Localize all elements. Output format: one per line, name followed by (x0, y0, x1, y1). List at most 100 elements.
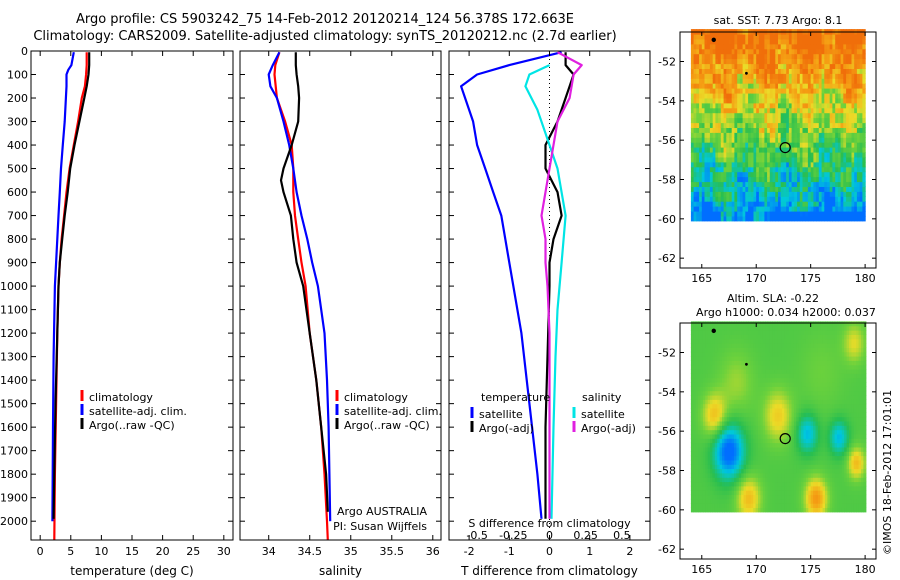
series-line-temperature-2 (52, 52, 91, 519)
y-tick-label: 1200 (0, 327, 28, 340)
x-axis-label: T difference from climatology (460, 564, 638, 578)
y-tick-label: -54 (658, 386, 676, 399)
series-line-salinity-2 (279, 52, 329, 512)
y-tick-label: 1000 (0, 280, 28, 293)
y-tick-label: -54 (658, 95, 676, 108)
y-tick-label: 500 (7, 163, 28, 176)
panel-sla_map: 165 170 175 180 -52 -54 -56 -58 -60 -62 Altim. SLA… (658, 292, 877, 576)
series-line-salinity-1 (267, 51, 332, 522)
x2-tick-label: 0 (546, 529, 553, 542)
panel-difference: -2 -1 0 1 2 T difference from climatology temp… (448, 50, 651, 578)
legend-label: climatology (89, 391, 153, 404)
legend-label: satellite-adj. clim. (89, 405, 187, 418)
y-tick-label: 200 (7, 92, 28, 105)
island-marker (745, 71, 748, 75)
plot-frame (30, 50, 234, 541)
x-tick-label: 170 (746, 563, 767, 576)
island-marker (711, 37, 716, 43)
x-tick-label: 10 (94, 545, 108, 558)
legend-label: climatology (344, 391, 408, 404)
y-tick-label: -56 (658, 134, 676, 147)
heatmap-cells (690, 29, 866, 222)
y-tick-label: -58 (658, 174, 676, 187)
legend-label: satellite (581, 408, 625, 421)
legend-title-temperature: temperature (481, 391, 550, 404)
legend-label: Argo(..raw -QC) (344, 419, 430, 432)
x-tick-label: 34 (262, 545, 276, 558)
x-tick-label: 180 (855, 272, 876, 285)
figure-title-line2: Climatology: CARS2009. Satellite-adjuste… (33, 29, 617, 44)
x-tick-label: 35 (344, 545, 358, 558)
series-line-difference-2 (524, 64, 567, 519)
x-tick-label: 5 (67, 545, 74, 558)
y-tick-label: 400 (7, 139, 28, 152)
panel-sst_map: 165 170 175 180 -52 -54 -56 -58 -60 -62 sat. SST: … (658, 14, 877, 285)
legend-label: Argo(-adj) (581, 422, 636, 435)
y-tick-label: 1600 (0, 421, 28, 434)
y-tick-label: 1700 (0, 445, 28, 458)
y-tick-label: -60 (658, 213, 676, 226)
annotation-argo-agency: Argo AUSTRALIA (337, 505, 427, 518)
y-tick-label: 300 (7, 116, 28, 129)
x-tick-label: 170 (746, 272, 767, 285)
y-tick-label: 0 (21, 45, 28, 58)
y-tick-label: -58 (658, 465, 676, 478)
legend-label: Argo(-adj) (479, 422, 534, 435)
y-tick-label: -56 (658, 425, 676, 438)
y-tick-label: -62 (658, 543, 676, 556)
y-tick-label: 700 (7, 210, 28, 223)
y-tick-label: -52 (658, 56, 676, 69)
x-tick-label: 15 (125, 545, 139, 558)
x-tick-label: 25 (186, 545, 200, 558)
legend-label: satellite (479, 408, 523, 421)
legend-label: satellite-adj. clim. (344, 405, 442, 418)
x2-tick-label: -0.25 (499, 529, 527, 542)
x2-tick-label: 0.5 (613, 529, 631, 542)
y-tick-label: 1300 (0, 351, 28, 364)
x2-axis-label: S difference from climatology (468, 517, 631, 530)
island-marker (711, 328, 716, 334)
map-frame (679, 322, 877, 560)
map-title-line1: Altim. SLA: -0.22 (727, 292, 819, 305)
x-tick-label: 175 (800, 563, 821, 576)
x-tick-label: 20 (156, 545, 170, 558)
map-title-line2: Argo h1000: 0.034 h2000: 0.037 (696, 306, 876, 319)
argo-float-marker (779, 433, 791, 445)
x-tick-label: 30 (217, 545, 231, 558)
x-tick-label: 34.5 (297, 545, 322, 558)
annotation-pi: PI: Susan Wijffels (333, 520, 427, 533)
heatmap-cells (690, 321, 867, 513)
x2-tick-label: 0.25 (573, 529, 598, 542)
series-line-difference-3 (540, 51, 583, 519)
x2-tick-label: -0.5 (466, 529, 487, 542)
x-tick-label: 165 (691, 272, 712, 285)
y-tick-label: 1900 (0, 492, 28, 505)
legend-title-salinity: salinity (582, 391, 622, 404)
x-tick-label: 1 (586, 545, 593, 558)
y-tick-label: 1500 (0, 398, 28, 411)
y-tick-label: 600 (7, 186, 28, 199)
imos-credit: ©IMOS 18-Feb-2012 17:01:01 (881, 390, 894, 555)
island-marker (745, 362, 748, 366)
x-tick-label: 35.5 (380, 545, 405, 558)
figure-title-line1: Argo profile: CS 5903242_75 14-Feb-2012 … (75, 12, 575, 27)
y-tick-label: 100 (7, 69, 28, 82)
y-tick-label: -52 (658, 347, 676, 360)
x-tick-label: 36 (426, 545, 440, 558)
y-tick-label: 900 (7, 257, 28, 270)
y-tick-label: 800 (7, 233, 28, 246)
series-line-difference-0 (460, 51, 562, 519)
map-frame (679, 31, 877, 269)
map-title: sat. SST: 7.73 Argo: 8.1 (714, 14, 843, 27)
x-tick-label: 175 (800, 272, 821, 285)
y-tick-label: -60 (658, 504, 676, 517)
x-tick-label: 0 (546, 545, 553, 558)
x-tick-label: 165 (691, 563, 712, 576)
argo-float-marker (779, 142, 791, 154)
x-axis-label: temperature (deg C) (70, 564, 193, 578)
x-axis-label: salinity (319, 564, 362, 578)
plot-frame (239, 50, 442, 541)
x-tick-label: 0 (37, 545, 44, 558)
y-tick-label: -62 (658, 252, 676, 265)
